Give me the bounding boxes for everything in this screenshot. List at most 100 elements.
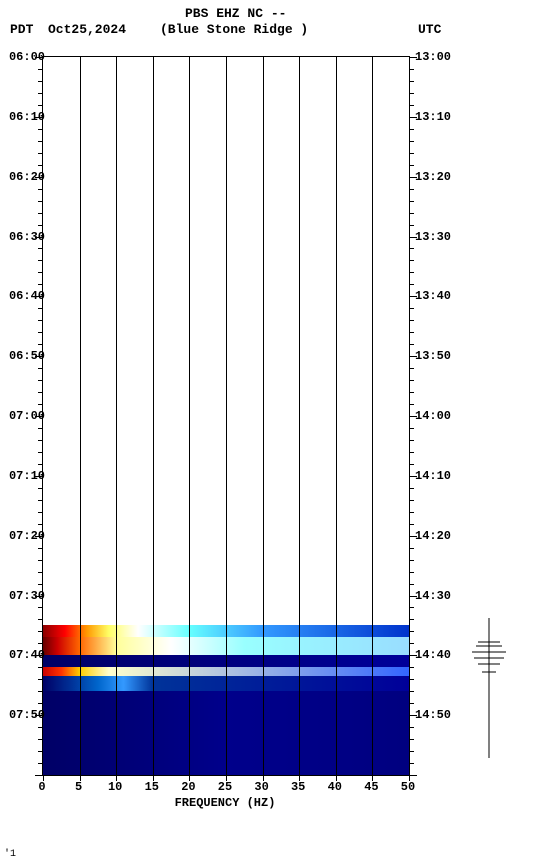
- ytick-mark: [38, 560, 43, 561]
- ytick-left-label: 06:20: [9, 170, 45, 184]
- ytick-left-label: 07:40: [9, 648, 45, 662]
- ytick-mark: [38, 607, 43, 608]
- ytick-mark: [409, 153, 414, 154]
- ytick-left-label: 06:50: [9, 349, 45, 363]
- ytick-mark: [409, 703, 414, 704]
- ytick-mark: [409, 225, 414, 226]
- ytick-mark: [38, 584, 43, 585]
- ytick-mark: [409, 643, 414, 644]
- ytick-left-label: 07:00: [9, 409, 45, 423]
- ytick-mark: [409, 260, 414, 261]
- gridline-x: [336, 57, 337, 775]
- ytick-mark: [409, 500, 414, 501]
- header-station: (Blue Stone Ridge ): [160, 22, 308, 37]
- ytick-mark: [409, 452, 414, 453]
- ytick-right-label: 13:00: [415, 50, 451, 64]
- ytick-mark: [38, 308, 43, 309]
- ytick-mark: [38, 440, 43, 441]
- ytick-mark: [409, 392, 414, 393]
- ytick-mark: [38, 248, 43, 249]
- ytick-right-label: 14:50: [415, 708, 451, 722]
- ytick-mark: [38, 225, 43, 226]
- ytick-right-label: 14:00: [415, 409, 451, 423]
- ytick-mark: [38, 679, 43, 680]
- xtick-label: 35: [291, 780, 305, 794]
- xtick-label: 40: [328, 780, 342, 794]
- header-right-tz: UTC: [418, 22, 441, 37]
- ytick-mark: [38, 404, 43, 405]
- gridline-x: [299, 57, 300, 775]
- ytick-right-label: 14:20: [415, 529, 451, 543]
- ytick-right-label: 13:50: [415, 349, 451, 363]
- xtick-label: 15: [145, 780, 159, 794]
- ytick-mark: [409, 739, 414, 740]
- ytick-mark: [38, 189, 43, 190]
- header-date: Oct25,2024: [48, 22, 126, 37]
- ytick-mark: [409, 213, 414, 214]
- ytick-mark: [38, 428, 43, 429]
- ytick-mark: [38, 129, 43, 130]
- ytick-left-label: 06:40: [9, 289, 45, 303]
- xtick-label: 20: [181, 780, 195, 794]
- ytick-mark: [38, 572, 43, 573]
- ytick-mark: [38, 464, 43, 465]
- ytick-mark: [409, 667, 414, 668]
- ytick-right-label: 14:10: [415, 469, 451, 483]
- ytick-mark: [409, 560, 414, 561]
- ytick-mark: [409, 584, 414, 585]
- ytick-mark: [38, 81, 43, 82]
- ytick-mark: [409, 272, 414, 273]
- ytick-mark: [409, 320, 414, 321]
- ytick-mark: [409, 488, 414, 489]
- ytick-mark: [38, 488, 43, 489]
- ytick-mark: [409, 344, 414, 345]
- ytick-mark: [409, 619, 414, 620]
- ytick-mark: [409, 691, 414, 692]
- ytick-mark: [409, 512, 414, 513]
- ytick-mark: [409, 751, 414, 752]
- ytick-mark: [38, 667, 43, 668]
- ytick-mark: [409, 141, 414, 142]
- ytick-mark: [38, 141, 43, 142]
- ytick-left-label: 06:10: [9, 110, 45, 124]
- ytick-mark: [409, 631, 414, 632]
- gridline-x: [153, 57, 154, 775]
- ytick-mark: [38, 727, 43, 728]
- ytick-mark: [38, 284, 43, 285]
- ytick-mark: [38, 260, 43, 261]
- ytick-left-label: 07:30: [9, 589, 45, 603]
- ytick-mark: [409, 440, 414, 441]
- ytick-mark: [409, 763, 414, 764]
- ytick-mark: [38, 380, 43, 381]
- ytick-mark: [38, 751, 43, 752]
- ytick-mark: [409, 607, 414, 608]
- xtick-label: 0: [38, 780, 45, 794]
- ytick-mark: [409, 284, 414, 285]
- ytick-mark: [38, 703, 43, 704]
- gridline-x: [116, 57, 117, 775]
- ytick-mark: [409, 332, 414, 333]
- ytick-left-label: 06:00: [9, 50, 45, 64]
- ytick-mark: [409, 679, 414, 680]
- ytick-mark: [38, 619, 43, 620]
- ytick-mark: [38, 524, 43, 525]
- footer-mark: '1: [4, 849, 16, 860]
- ytick-mark: [38, 93, 43, 94]
- ytick-right-label: 13:30: [415, 230, 451, 244]
- xtick-label: 10: [108, 780, 122, 794]
- xtick-label: 30: [254, 780, 268, 794]
- ytick-mark: [38, 69, 43, 70]
- ytick-mark: [409, 105, 414, 106]
- ytick-mark: [38, 739, 43, 740]
- ytick-mark: [409, 428, 414, 429]
- ytick-mark: [38, 213, 43, 214]
- ytick-mark: [38, 320, 43, 321]
- spectrogram-container: PBS EHZ NC -- PDT Oct25,2024 (Blue Stone…: [0, 0, 552, 864]
- ytick-mark: [409, 727, 414, 728]
- ytick-mark: [38, 548, 43, 549]
- ytick-mark: [409, 524, 414, 525]
- ytick-mark: [38, 201, 43, 202]
- ytick-mark: [38, 392, 43, 393]
- ytick-mark: [38, 643, 43, 644]
- ytick-mark: [38, 631, 43, 632]
